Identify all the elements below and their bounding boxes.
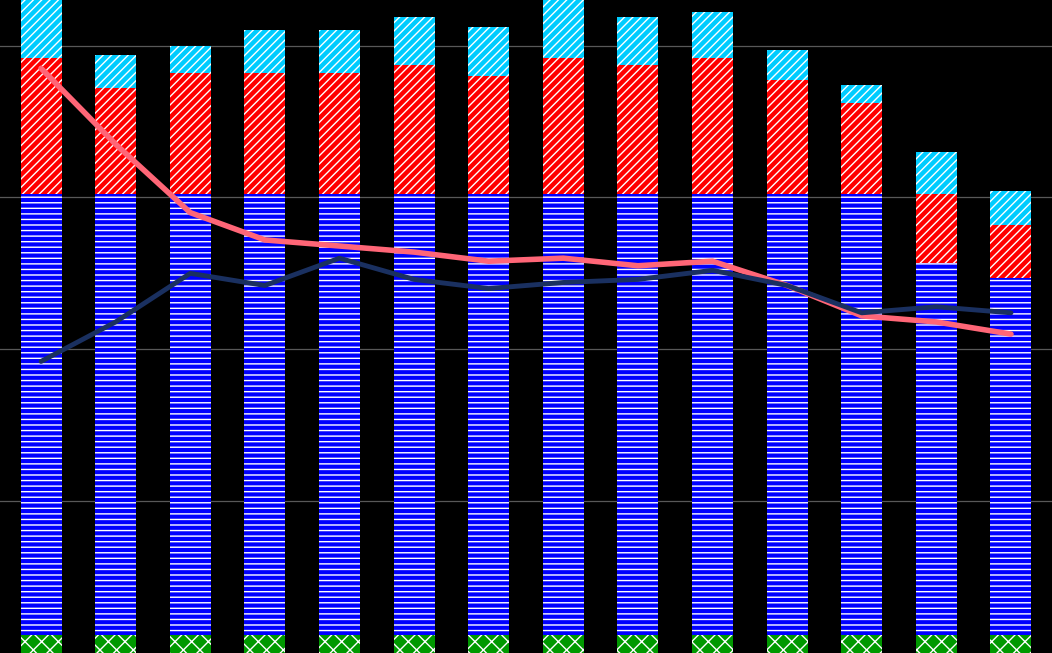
Bar [916,195,957,263]
Bar [169,195,210,635]
Bar [990,278,1031,635]
Bar [21,635,62,653]
Bar [916,635,957,653]
Bar [21,195,62,635]
Bar [692,195,733,635]
Bar [169,635,210,653]
Bar [692,12,733,57]
Bar [468,195,509,635]
Bar [692,57,733,195]
Bar [21,0,62,57]
Bar [95,55,136,88]
Bar [618,195,659,635]
Bar [95,635,136,653]
Bar [543,57,584,195]
Bar [393,17,434,65]
Bar [990,635,1031,653]
Bar [842,85,883,103]
Bar [169,73,210,195]
Bar [767,635,808,653]
Bar [21,57,62,195]
Bar [543,635,584,653]
Bar [767,80,808,195]
Bar [468,76,509,195]
Bar [767,50,808,80]
Bar [244,195,285,635]
Bar [319,73,360,195]
Bar [393,635,434,653]
Bar [393,195,434,635]
Bar [319,195,360,635]
Bar [244,73,285,195]
Bar [767,195,808,635]
Bar [244,31,285,73]
Bar [916,263,957,635]
Bar [319,635,360,653]
Bar [244,635,285,653]
Bar [543,195,584,635]
Bar [842,635,883,653]
Bar [618,65,659,195]
Bar [393,65,434,195]
Bar [169,46,210,73]
Bar [842,103,883,195]
Bar [319,31,360,73]
Bar [543,0,584,57]
Bar [95,195,136,635]
Bar [468,27,509,76]
Bar [692,635,733,653]
Bar [95,88,136,195]
Bar [618,635,659,653]
Bar [468,635,509,653]
Bar [842,195,883,635]
Bar [990,191,1031,225]
Bar [916,152,957,195]
Bar [990,225,1031,278]
Bar [618,17,659,65]
